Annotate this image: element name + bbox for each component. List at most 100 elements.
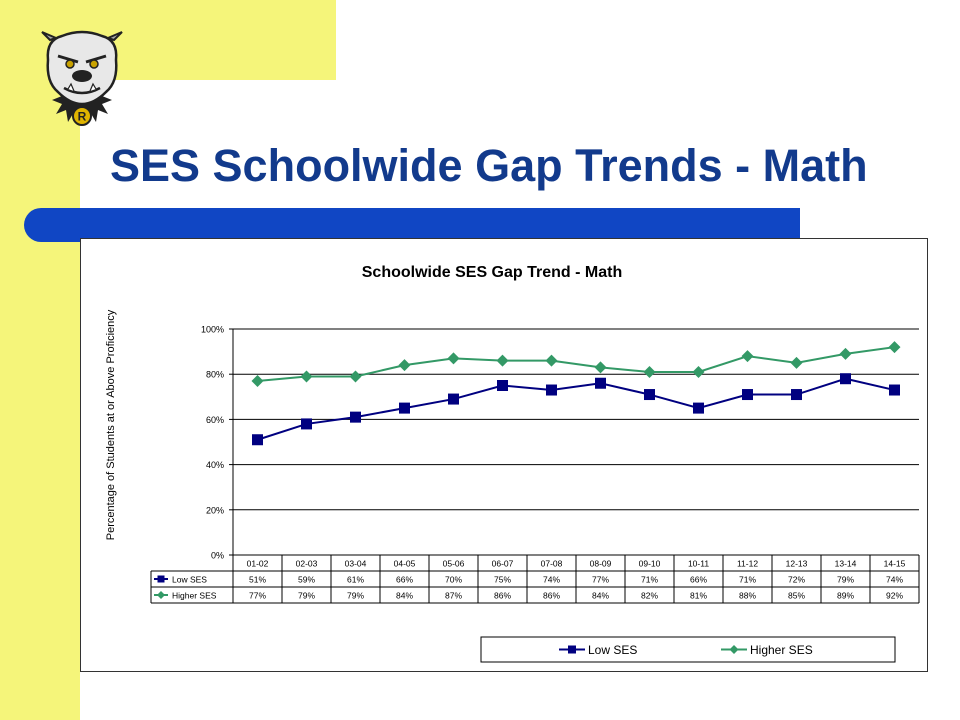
data-point [399, 402, 410, 414]
data-label: 51% [249, 575, 266, 585]
legend: Low SES Higher SES [480, 636, 896, 663]
series-line-higher-ses [257, 346, 895, 382]
legend-label: Low SES [588, 643, 637, 657]
y-tick-label: 0% [211, 551, 224, 561]
data-point [252, 434, 263, 446]
data-label: 71% [739, 575, 756, 585]
collar-badge [72, 106, 92, 126]
data-label: 70% [445, 575, 462, 585]
series-line-low-ses [257, 377, 895, 441]
legend-marker [729, 645, 739, 654]
bulldog-logo: R [41, 30, 123, 126]
data-point [546, 384, 557, 396]
collar-badge-letter: R [78, 110, 87, 124]
y-tick-label: 80% [206, 370, 224, 380]
data-label: 75% [494, 575, 511, 585]
data-label: 72% [788, 575, 805, 585]
data-point [301, 418, 312, 430]
data-point [742, 389, 753, 401]
bulldog-brow [57, 54, 107, 64]
data-label: 85% [788, 591, 805, 601]
data-label: 77% [592, 575, 609, 585]
data-label: 88% [739, 591, 756, 601]
table-series-name: Low SES [172, 575, 207, 585]
bulldog-teeth [67, 82, 97, 92]
category-label: 14-15 [884, 559, 906, 569]
data-point [349, 370, 362, 383]
data-label: 66% [690, 575, 707, 585]
data-point [594, 361, 607, 374]
category-label: 11-12 [737, 559, 758, 569]
data-point [693, 402, 704, 414]
category-label: 04-05 [394, 559, 416, 569]
legend-box [480, 636, 896, 663]
y-tick-label: 60% [206, 415, 224, 425]
category-label: 10-11 [688, 559, 709, 569]
chart-title: Schoolwide SES Gap Trend - Math [362, 264, 622, 281]
category-label: 13-14 [835, 559, 857, 569]
legend-label: Higher SES [750, 643, 813, 657]
data-point [448, 393, 459, 405]
data-label: 86% [494, 591, 511, 601]
category-label: 01-02 [247, 559, 269, 569]
category-label: 08-09 [590, 559, 612, 569]
bulldog-head [46, 30, 118, 106]
y-tick-label: 100% [201, 325, 224, 335]
data-label: 86% [543, 591, 560, 601]
data-label: 92% [886, 591, 903, 601]
bulldog-eye-left [65, 59, 75, 69]
data-label: 59% [298, 575, 315, 585]
data-label: 79% [298, 591, 315, 601]
data-point [790, 356, 803, 369]
data-point [840, 373, 851, 385]
slide-title: SES Schoolwide Gap Trends - Math [110, 140, 868, 191]
data-label: 87% [445, 591, 462, 601]
data-label: 74% [886, 575, 903, 585]
data-point [447, 352, 460, 365]
data-point [644, 389, 655, 401]
plot-area: 0% 20% 40% 60% 80% 100% [201, 325, 919, 561]
y-tick-label: 20% [206, 505, 224, 515]
category-label: 12-13 [786, 559, 808, 569]
data-point [545, 354, 558, 367]
data-point [595, 377, 606, 389]
bulldog-ear-left [41, 31, 59, 42]
data-point [889, 384, 900, 396]
category-label: 09-10 [639, 559, 661, 569]
data-point [741, 350, 754, 363]
data-table: 01-02 02-03 03-04 04-05 05-06 06-07 07-08 08-09… [150, 554, 920, 604]
data-point [350, 411, 361, 423]
yellow-side-band [0, 0, 80, 720]
table-series-marker [157, 591, 165, 599]
y-axis-label: Percentage of Students at or Above Profi… [105, 309, 117, 540]
y-tick-label: 40% [206, 460, 224, 470]
data-point [497, 380, 508, 391]
table-series-marker [157, 575, 165, 583]
data-label: 74% [543, 575, 560, 585]
data-point [643, 365, 656, 378]
bulldog-nose [72, 70, 92, 82]
category-label: 03-04 [345, 559, 367, 569]
title-accent-bar [24, 208, 800, 242]
data-point [251, 374, 264, 387]
data-label: 89% [837, 591, 854, 601]
data-label: 61% [347, 575, 364, 585]
data-label: 84% [592, 591, 609, 601]
data-point [888, 341, 901, 354]
data-point [300, 370, 313, 383]
line-chart: Schoolwide SES Gap Trend - Math Percenta… [105, 264, 920, 663]
bulldog-eye-right [89, 59, 99, 69]
category-label: 07-08 [541, 559, 563, 569]
data-point [692, 365, 705, 378]
data-point [398, 359, 411, 372]
data-point [791, 389, 802, 401]
data-point [496, 354, 509, 367]
bulldog-ear-right [105, 31, 123, 42]
category-label: 05-06 [443, 559, 465, 569]
legend-marker [568, 645, 576, 654]
data-label: 79% [347, 591, 364, 601]
data-label: 77% [249, 591, 266, 601]
data-point [839, 347, 852, 360]
data-label: 71% [641, 575, 658, 585]
data-label: 82% [641, 591, 658, 601]
